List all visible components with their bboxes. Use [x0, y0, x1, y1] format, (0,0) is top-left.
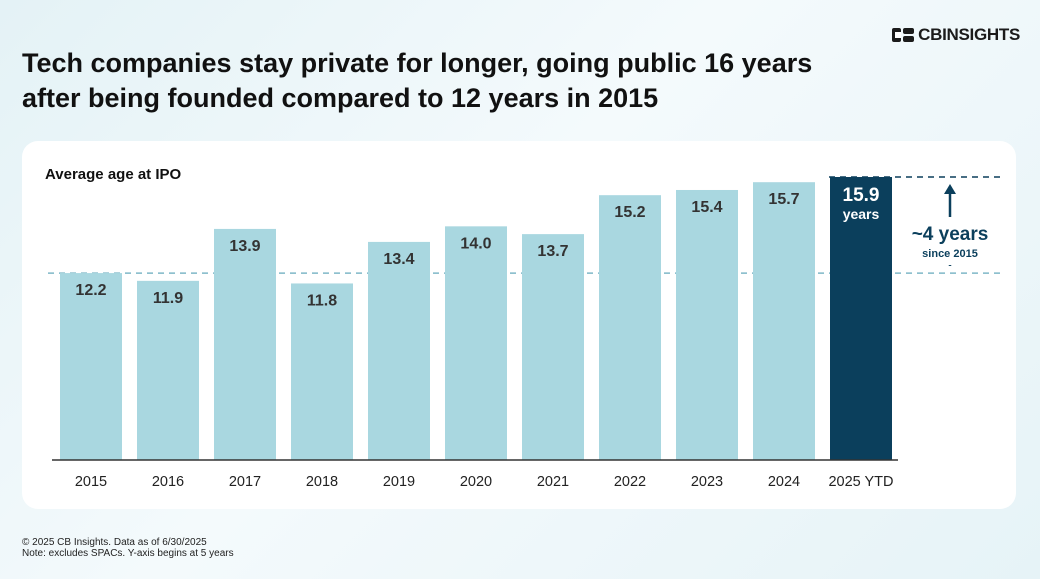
bar-3 — [291, 283, 353, 460]
data-label-2: 13.9 — [229, 238, 260, 255]
x-tick-label-3: 2018 — [306, 474, 338, 490]
x-tick-label-0: 2015 — [75, 474, 107, 490]
page-title: Tech companies stay private for longer, … — [22, 46, 922, 116]
x-tick-label-9: 2024 — [768, 474, 800, 490]
annotation-subtext: since 2015 — [922, 248, 978, 260]
brand-logo: CBINSIGHTS — [892, 25, 1020, 45]
brand-name: CBINSIGHTS — [918, 25, 1020, 44]
bar-8 — [676, 189, 738, 461]
x-tick-label-4: 2019 — [383, 474, 415, 490]
bar-2 — [214, 228, 276, 460]
data-label-6: 13.7 — [537, 243, 568, 260]
x-tick-label-5: 2020 — [460, 474, 492, 490]
x-tick-label-1: 2016 — [152, 474, 184, 490]
data-label-8: 15.4 — [691, 199, 722, 216]
bar-7 — [599, 195, 661, 460]
data-label-unit: years — [843, 206, 880, 222]
footer: © 2025 CB Insights. Data as of 6/30/2025… — [22, 537, 234, 559]
bar-6 — [522, 234, 584, 460]
bar-5 — [445, 226, 507, 460]
annotation-arrow-head — [944, 184, 956, 194]
data-label-5: 14.0 — [460, 235, 491, 252]
chart-title: Average age at IPO — [45, 166, 182, 183]
title-line-1: Tech companies stay private for longer, … — [22, 48, 813, 78]
x-tick-label-7: 2022 — [614, 474, 646, 490]
cb-insights-logo-icon — [892, 28, 915, 42]
bar-9 — [753, 182, 815, 460]
x-tick-label-8: 2023 — [691, 474, 723, 490]
bar-10 — [830, 177, 892, 460]
data-label-3: 11.8 — [307, 292, 337, 309]
data-label-4: 13.4 — [383, 251, 414, 268]
bar-0 — [60, 273, 122, 460]
methodology-note: Note: excludes SPACs. Y-axis begins at 5… — [22, 548, 234, 559]
data-label-9: 15.7 — [768, 191, 799, 208]
data-label-10: 15.9 — [843, 185, 880, 206]
data-label-1: 11.9 — [153, 290, 183, 307]
copyright-note: © 2025 CB Insights. Data as of 6/30/2025 — [22, 537, 207, 548]
bar-1 — [137, 280, 199, 460]
data-label-7: 15.2 — [614, 204, 645, 221]
data-label-0: 12.2 — [75, 282, 106, 299]
x-tick-label-10: 2025 YTD — [828, 474, 893, 490]
bar-4 — [368, 241, 430, 460]
x-tick-label-2: 2017 — [229, 474, 261, 490]
annotation-text: ~4 years — [912, 224, 989, 245]
x-tick-label-6: 2021 — [537, 474, 569, 490]
title-line-2: after being founded compared to 12 years… — [22, 83, 659, 113]
